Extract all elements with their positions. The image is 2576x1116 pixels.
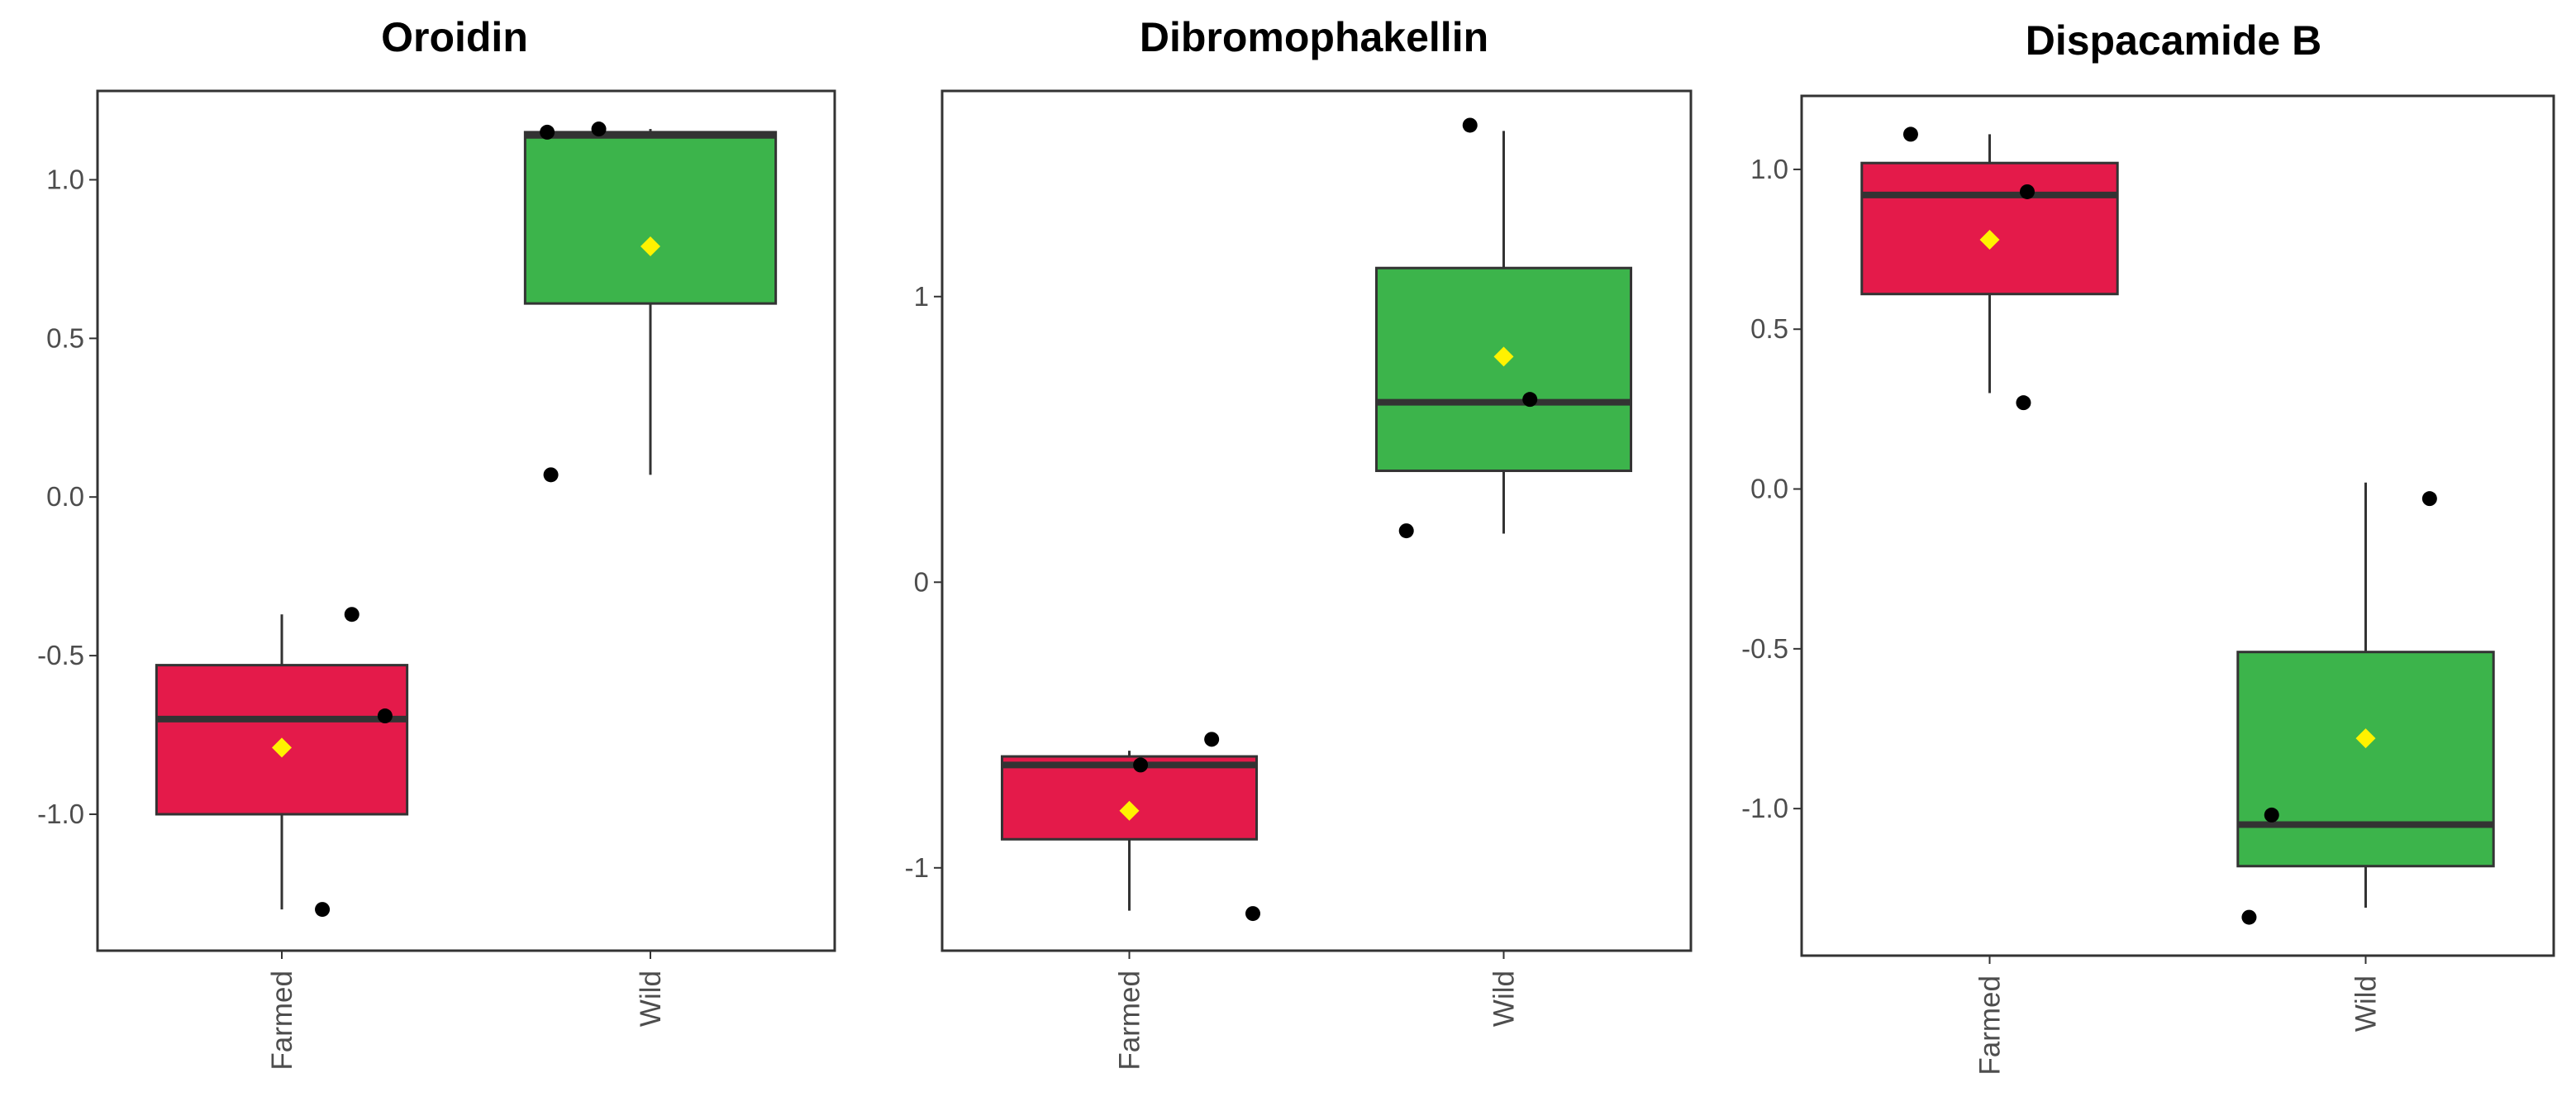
panel-border (1800, 94, 2555, 957)
y-tick-label: 0.0 (1750, 474, 1788, 504)
data-point (377, 708, 393, 724)
data-point (2421, 491, 2437, 507)
data-point (2016, 395, 2031, 411)
data-point (344, 607, 359, 622)
y-tick-label: -0.5 (1741, 633, 1788, 664)
mean-marker (640, 236, 660, 257)
data-point (591, 122, 607, 137)
mean-marker (2355, 728, 2376, 749)
y-tick-label: 0.5 (46, 322, 84, 353)
iqr-box (1374, 266, 1633, 473)
panel-title: Dispacamide B (2026, 17, 2321, 64)
box-farmed (1860, 134, 2119, 393)
x-tick-label: Wild (2350, 975, 2383, 1032)
panel-3: Dispacamide B -1.0 -0.5 0.0 0.5 1.0 Farmed Wild (1741, 17, 2555, 1075)
panel-border (96, 89, 836, 952)
mean-marker (1979, 229, 2000, 250)
y-tick-label: 0.5 (1750, 313, 1788, 344)
y-tick-label: 1 (914, 281, 929, 312)
panel-title: Oroidin (381, 14, 528, 60)
box-wild (2236, 482, 2495, 909)
box-farmed (155, 614, 409, 910)
x-tick-label: Wild (635, 971, 667, 1027)
y-tick-label: -1.0 (1741, 793, 1788, 823)
mean-marker (1493, 346, 1514, 367)
box-farmed (1000, 751, 1259, 911)
data-point (1133, 757, 1149, 773)
y-tick-label: -1 (905, 852, 929, 883)
x-tick-label: Farmed (266, 971, 298, 1071)
data-point (1462, 117, 1478, 133)
mean-marker (272, 737, 292, 758)
iqr-box (2236, 651, 2495, 868)
data-point (1522, 392, 1538, 408)
panel-2: Dibromophakellin -1 0 1 Farmed Wild (905, 14, 1693, 1071)
y-tick-label: 0.0 (46, 481, 84, 512)
x-tick-label: Farmed (1974, 975, 2007, 1075)
data-point (1245, 906, 1260, 922)
data-point (1902, 126, 1918, 142)
data-point (2020, 184, 2035, 199)
x-tick-label: Farmed (1114, 971, 1146, 1071)
box-wild (523, 129, 778, 475)
y-tick-label: -1.0 (37, 799, 84, 829)
data-point (543, 467, 559, 483)
box-wild (1374, 131, 1633, 534)
y-tick-label: 1.0 (1750, 154, 1788, 184)
data-point (2241, 909, 2257, 925)
panel-border (940, 89, 1693, 952)
panel-title: Dibromophakellin (1140, 14, 1488, 60)
data-point (540, 124, 555, 140)
x-tick-label: Wild (1488, 971, 1521, 1027)
data-point (2264, 807, 2279, 823)
iqr-box (1000, 755, 1259, 841)
mean-marker (1119, 800, 1140, 821)
data-point (1398, 523, 1414, 539)
y-tick-label: 0 (914, 566, 929, 597)
data-point (1204, 732, 1220, 747)
panel-1: Oroidin -1.0 -0.5 0.0 0.5 1.0 Farmed Wild (37, 14, 836, 1071)
iqr-box (523, 131, 778, 305)
y-tick-label: -0.5 (37, 640, 84, 670)
iqr-box (1860, 161, 2119, 296)
data-point (315, 902, 331, 918)
y-tick-label: 1.0 (46, 164, 84, 194)
